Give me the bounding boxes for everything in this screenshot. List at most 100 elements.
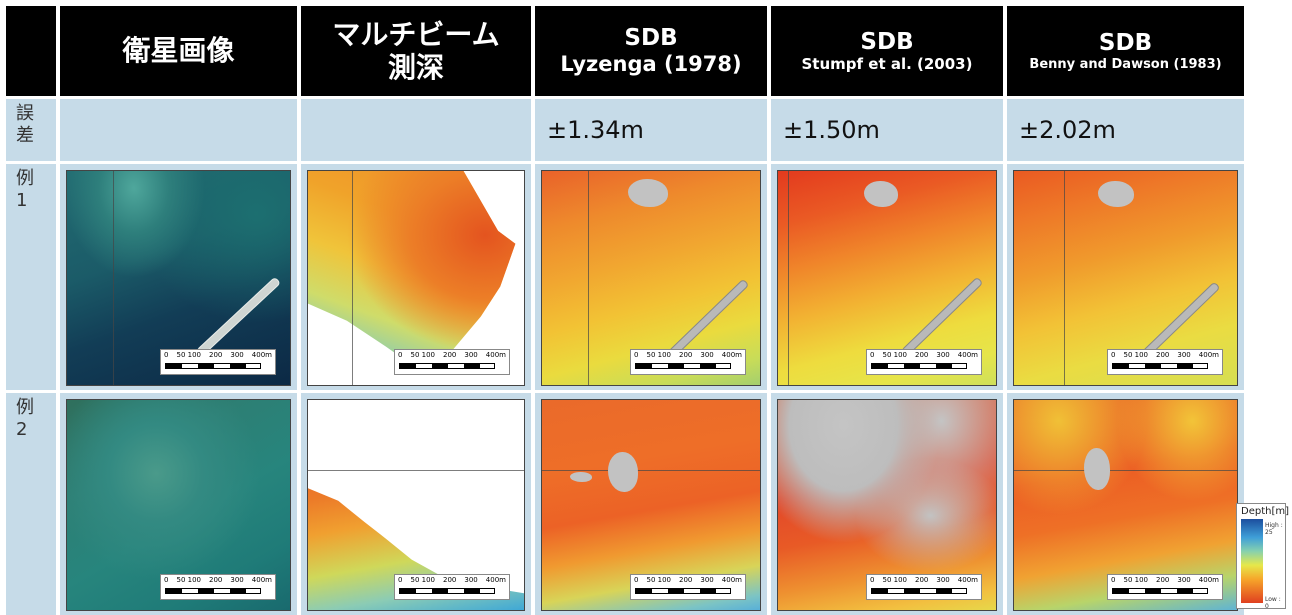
survey-line — [788, 171, 789, 385]
example-1-lyzenga-cell: 0 50 100 200 300 400m — [535, 164, 767, 390]
example-2-satellite-image: 0 50 100 200 300 400m — [66, 399, 291, 611]
scale-tick-2: 200 — [679, 576, 693, 584]
row-label-example-2-a: 例 — [16, 397, 34, 418]
row-label-example-1-b: 1 — [16, 190, 28, 211]
scale-tick-3: 300 — [464, 351, 478, 359]
example-2-lyzenga-cell: 0 50 100 200 300 400m — [535, 393, 767, 615]
example-1-multibeam-image: 0 50 100 200 300 400m — [307, 170, 525, 386]
scale-tick-0: 0 — [634, 576, 639, 584]
error-cell-multibeam — [301, 99, 531, 161]
scale-tick-2: 200 — [1156, 576, 1170, 584]
header-lyzenga-line1: SDB — [624, 25, 678, 52]
scale-bar: 0 50 100 200 300 400m — [160, 574, 276, 600]
pier-mask — [666, 278, 750, 359]
land-mask — [628, 179, 668, 207]
scale-tick-2: 200 — [915, 576, 929, 584]
scale-tick-4: 400m — [485, 576, 506, 584]
scale-tick-4: 400m — [957, 576, 978, 584]
header-benny: SDB Benny and Dawson (1983) — [1007, 6, 1244, 96]
example-2-benny-image: 0 50 100 200 300 400m — [1013, 399, 1238, 611]
example-2-satellite-cell: 0 50 100 200 300 400m — [60, 393, 297, 615]
error-value-stumpf: ±1.50m — [771, 99, 1003, 161]
example-2-benny-cell: 0 50 100 200 300 400m — [1007, 393, 1244, 615]
example-2-lyzenga-image: 0 50 100 200 300 400m — [541, 399, 761, 611]
scale-bar: 0 50 100 200 300 400m — [866, 349, 982, 375]
scale-tick-4: 400m — [485, 351, 506, 359]
scale-tick-1: 50 100 — [410, 576, 435, 584]
depth-legend: Depth[m] High : 25 Low : 0 — [1236, 503, 1290, 610]
scale-tick-4: 400m — [721, 351, 742, 359]
survey-line — [113, 171, 114, 385]
scale-tick-2: 200 — [915, 351, 929, 359]
header-satellite: 衛星画像 — [60, 6, 297, 96]
scale-tick-0: 0 — [398, 351, 403, 359]
scale-tick-0: 0 — [634, 351, 639, 359]
row-label-error-1: 誤 — [16, 103, 34, 124]
scale-tick-3: 300 — [936, 576, 950, 584]
pier-mask — [900, 276, 984, 357]
example-2-multibeam-cell: 0 50 100 200 300 400m — [301, 393, 531, 615]
scale-tick-1: 50 100 — [1123, 351, 1148, 359]
scale-tick-1: 50 100 — [882, 576, 907, 584]
scale-tick-3: 300 — [936, 351, 950, 359]
header-corner — [6, 6, 56, 96]
error-value-benny: ±2.02m — [1007, 99, 1244, 161]
land-mask — [608, 452, 638, 492]
header-benny-line1: SDB — [1098, 29, 1153, 56]
header-stumpf-line2: Stumpf et al. (2003) — [801, 54, 973, 73]
row-label-example-2-b: 2 — [16, 419, 28, 440]
scale-tick-1: 50 100 — [410, 351, 435, 359]
legend-low-label: Low : 0 — [1265, 596, 1281, 610]
example-1-lyzenga-image: 0 50 100 200 300 400m — [541, 170, 761, 386]
scale-tick-4: 400m — [1198, 576, 1219, 584]
survey-line — [1064, 171, 1065, 385]
scale-tick-2: 200 — [679, 351, 693, 359]
scale-tick-3: 300 — [464, 576, 478, 584]
scale-tick-0: 0 — [870, 576, 875, 584]
legend-color-ramp — [1241, 519, 1263, 603]
legend-high-label: High : 25 — [1265, 522, 1283, 536]
scale-bar: 0 50 100 200 300 400m — [866, 574, 982, 600]
scale-tick-0: 0 — [398, 576, 403, 584]
scale-tick-4: 400m — [251, 351, 272, 359]
scale-tick-1: 50 100 — [176, 351, 201, 359]
error-cell-satellite — [60, 99, 297, 161]
land-mask — [570, 472, 592, 482]
example-2-multibeam-image: 0 50 100 200 300 400m — [307, 399, 525, 611]
scale-bar: 0 50 100 200 300 400m — [394, 349, 510, 375]
scale-tick-0: 0 — [870, 351, 875, 359]
header-stumpf-line1: SDB — [860, 28, 914, 55]
header-multibeam-line1: マルチビーム — [332, 17, 500, 51]
scale-tick-4: 400m — [251, 576, 272, 584]
scale-tick-3: 300 — [230, 576, 244, 584]
example-1-satellite-image: 0 50 100 200 300 400m — [66, 170, 291, 386]
row-label-example-1: 例 1 — [6, 164, 56, 390]
land-mask — [864, 181, 898, 207]
survey-line — [352, 171, 353, 385]
comparison-table: 衛星画像 マルチビーム 測深 SDB Lyzenga (1978) SDB St… — [6, 6, 1244, 615]
header-benny-line2: Benny and Dawson (1983) — [1029, 56, 1222, 72]
scale-bar: 0 50 100 200 300 400m — [630, 349, 746, 375]
scale-tick-1: 50 100 — [1123, 576, 1148, 584]
error-value-lyzenga: ±1.34m — [535, 99, 767, 161]
legend-title: Depth[m] — [1241, 506, 1290, 517]
pier-structure — [195, 276, 282, 357]
scale-tick-0: 0 — [164, 351, 169, 359]
example-1-multibeam-cell: 0 50 100 200 300 400m — [301, 164, 531, 390]
header-lyzenga: SDB Lyzenga (1978) — [535, 6, 767, 96]
row-label-error-2: 差 — [16, 125, 34, 146]
land-mask — [1098, 181, 1134, 207]
scale-tick-0: 0 — [164, 576, 169, 584]
example-2-stumpf-cell: 0 50 100 200 300 400m — [771, 393, 1003, 615]
example-1-satellite-cell: 0 50 100 200 300 400m — [60, 164, 297, 390]
scale-tick-3: 300 — [1177, 576, 1191, 584]
scale-bar: 0 50 100 200 300 400m — [160, 349, 276, 375]
header-lyzenga-line2: Lyzenga (1978) — [560, 52, 742, 77]
pier-mask — [1140, 281, 1221, 359]
header-satellite-label: 衛星画像 — [122, 34, 235, 68]
example-1-stumpf-image: 0 50 100 200 300 400m — [777, 170, 997, 386]
header-stumpf: SDB Stumpf et al. (2003) — [771, 6, 1003, 96]
scale-tick-2: 200 — [443, 351, 457, 359]
header-multibeam-line2: 測深 — [387, 51, 444, 84]
scale-bar: 0 50 100 200 300 400m — [1107, 349, 1223, 375]
